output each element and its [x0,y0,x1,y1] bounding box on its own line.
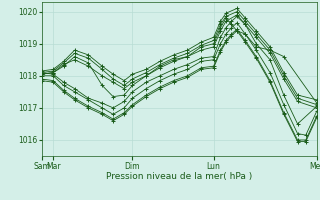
X-axis label: Pression niveau de la mer( hPa ): Pression niveau de la mer( hPa ) [106,172,252,181]
